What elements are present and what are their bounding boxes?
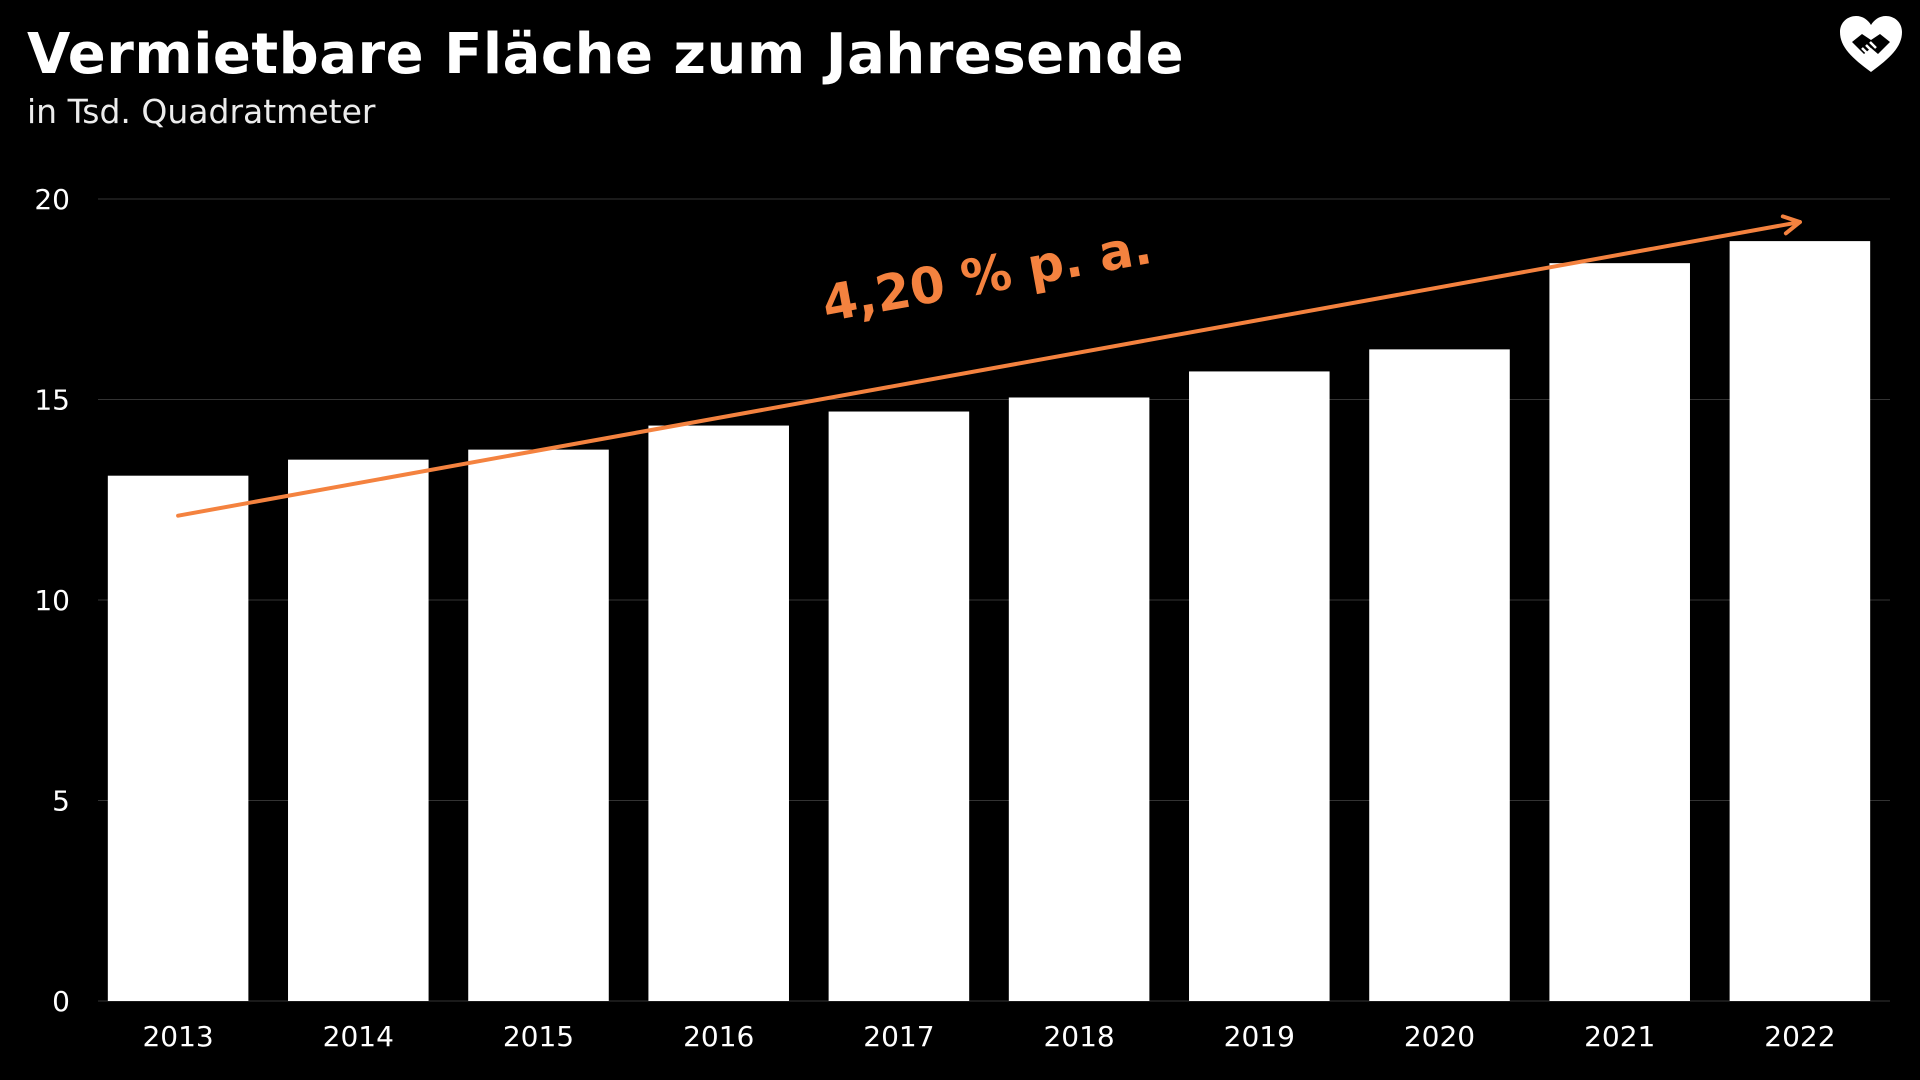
y-axis-ticks: 0 5 10 15 20 [34, 183, 70, 1018]
x-tick-label: 2022 [1764, 1020, 1835, 1053]
bar-2020 [1369, 349, 1510, 1001]
y-tick-label: 15 [34, 384, 70, 417]
y-tick-label: 5 [52, 785, 70, 818]
bars [107, 241, 1871, 1002]
x-tick-label: 2015 [503, 1020, 574, 1053]
trend-arrow-line [176, 220, 1802, 518]
bar-2022 [1729, 241, 1871, 1002]
bar-2013 [107, 475, 249, 1001]
x-tick-label: 2017 [863, 1020, 934, 1053]
trend-arrow-head [1780, 214, 1802, 236]
x-tick-label: 2020 [1404, 1020, 1475, 1053]
heart-handshake-icon [1840, 16, 1902, 72]
x-tick-label: 2021 [1584, 1020, 1655, 1053]
x-tick-label: 2018 [1043, 1020, 1114, 1053]
bar-2014 [288, 459, 429, 1001]
trend-label: 4,20 % p. a. [818, 217, 1156, 333]
bar-2018 [1008, 397, 1150, 1001]
x-tick-label: 2016 [683, 1020, 754, 1053]
y-tick-label: 0 [52, 985, 70, 1018]
bar-2016 [648, 425, 789, 1001]
chart-title: Vermietbare Fläche zum Jahresende [27, 22, 1185, 87]
bar-2021 [1549, 263, 1690, 1001]
x-tick-label: 2013 [142, 1020, 213, 1053]
y-tick-label: 10 [34, 584, 70, 617]
bar-2015 [468, 449, 609, 1001]
x-tick-label: 2019 [1224, 1020, 1295, 1053]
bar-2017 [828, 411, 970, 1001]
y-tick-label: 20 [34, 183, 70, 216]
bar-2019 [1189, 371, 1330, 1001]
chart-subtitle: in Tsd. Quadratmeter [27, 92, 376, 131]
x-tick-label: 2014 [323, 1020, 394, 1053]
x-axis-ticks: 2013 2014 2015 2016 2017 2018 2019 2020 2021 2022 [142, 1020, 1835, 1053]
